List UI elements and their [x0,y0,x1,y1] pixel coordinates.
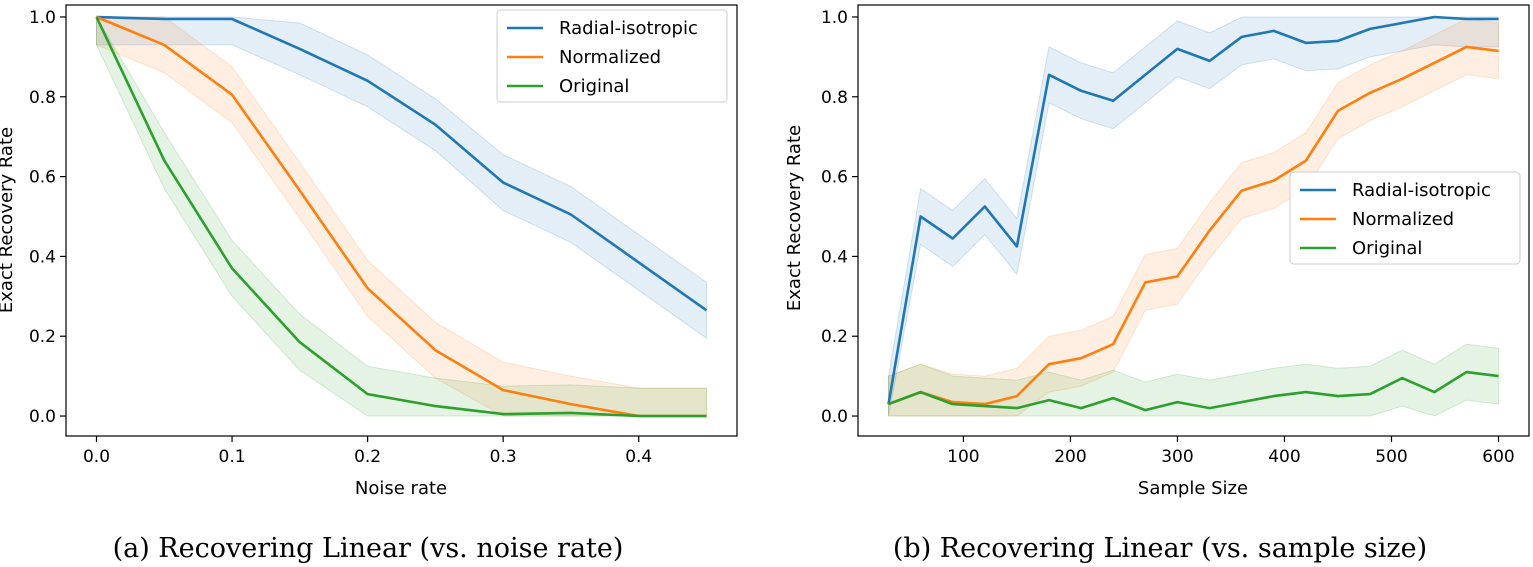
x-tick-label: 0.2 [354,447,381,467]
y-tick-label: 1.0 [821,8,848,28]
x-tick-label: 200 [1054,447,1086,467]
legend-label-0: Radial-isotropic [1352,180,1491,201]
series-line-1 [888,45,1499,406]
x-tick-label: 300 [1161,447,1193,467]
x-tick-label: 500 [1375,447,1407,467]
y-tick-label: 0.8 [821,88,848,108]
legend-label-2: Original [559,76,629,97]
series-lines [95,15,708,418]
series-lines [887,15,1499,412]
series-line-2 [95,16,707,418]
x-tick-label: 0.1 [219,447,246,467]
y-tick-label: 0.0 [821,407,848,427]
y-tick-label: 0.2 [29,327,56,347]
y-tick-label: 0.2 [821,327,848,347]
series-line-0 [96,15,708,312]
axes-frame [857,4,1530,437]
legend: Radial-isotropic Normalized Original [496,9,728,103]
panel-sample-size: 100 200 300 400 500 600 0.0 0.2 0.4 0.6 0.8 1.0 Sa… [784,4,1530,564]
confidence-band-0 [96,16,707,340]
axes-frame [65,4,738,437]
x-tick-label: 100 [947,447,979,467]
series-line-2 [888,370,1499,412]
y-tick-label: 0.4 [29,247,56,267]
series-line-0 [887,15,1499,405]
legend-label-0: Radial-isotropic [559,18,698,39]
y-axis-ticks: 0.0 0.2 0.4 0.6 0.8 1.0 [821,8,858,427]
y-axis-label: Exact Recovery Rate [784,125,805,311]
y-tick-label: 0.6 [821,168,848,188]
panel-noise-rate: 0.0 0.1 0.2 0.3 0.4 0.0 0.2 0.4 0.6 0.8 1.0 Noise… [0,4,738,564]
legend: Radial-isotropic Normalized Original [1289,171,1521,265]
confidence-band-1 [888,18,1499,417]
legend-label-1: Normalized [559,47,661,68]
x-tick-label: 0.3 [490,447,517,467]
legend-label-1: Normalized [1352,209,1454,230]
x-tick-label: 600 [1482,447,1514,467]
y-axis-ticks: 0.0 0.2 0.4 0.6 0.8 1.0 [29,8,66,427]
y-tick-label: 1.0 [29,8,56,28]
legend-label-2: Original [1352,238,1422,259]
x-tick-label: 400 [1268,447,1300,467]
y-axis-label: Exact Recovery Rate [0,127,17,313]
y-tick-label: 0.0 [29,407,56,427]
caption: (b) Recovering Linear (vs. sample size) [893,533,1427,564]
caption: (a) Recovering Linear (vs. noise rate) [113,533,624,564]
x-tick-label: 0.0 [83,447,110,467]
legend-box [1289,171,1521,265]
y-tick-label: 0.8 [29,88,56,108]
legend-box [496,9,728,103]
series-line-1 [96,15,707,418]
x-tick-label: 0.4 [625,447,652,467]
x-axis-ticks: 100 200 300 400 500 600 [947,436,1515,467]
x-axis-label: Noise rate [355,478,447,499]
y-tick-label: 0.4 [821,247,848,267]
confidence-band-2 [888,343,1499,417]
x-axis-ticks: 0.0 0.1 0.2 0.3 0.4 [83,436,652,467]
x-axis-label: Sample Size [1138,478,1248,499]
y-tick-label: 0.6 [29,168,56,188]
